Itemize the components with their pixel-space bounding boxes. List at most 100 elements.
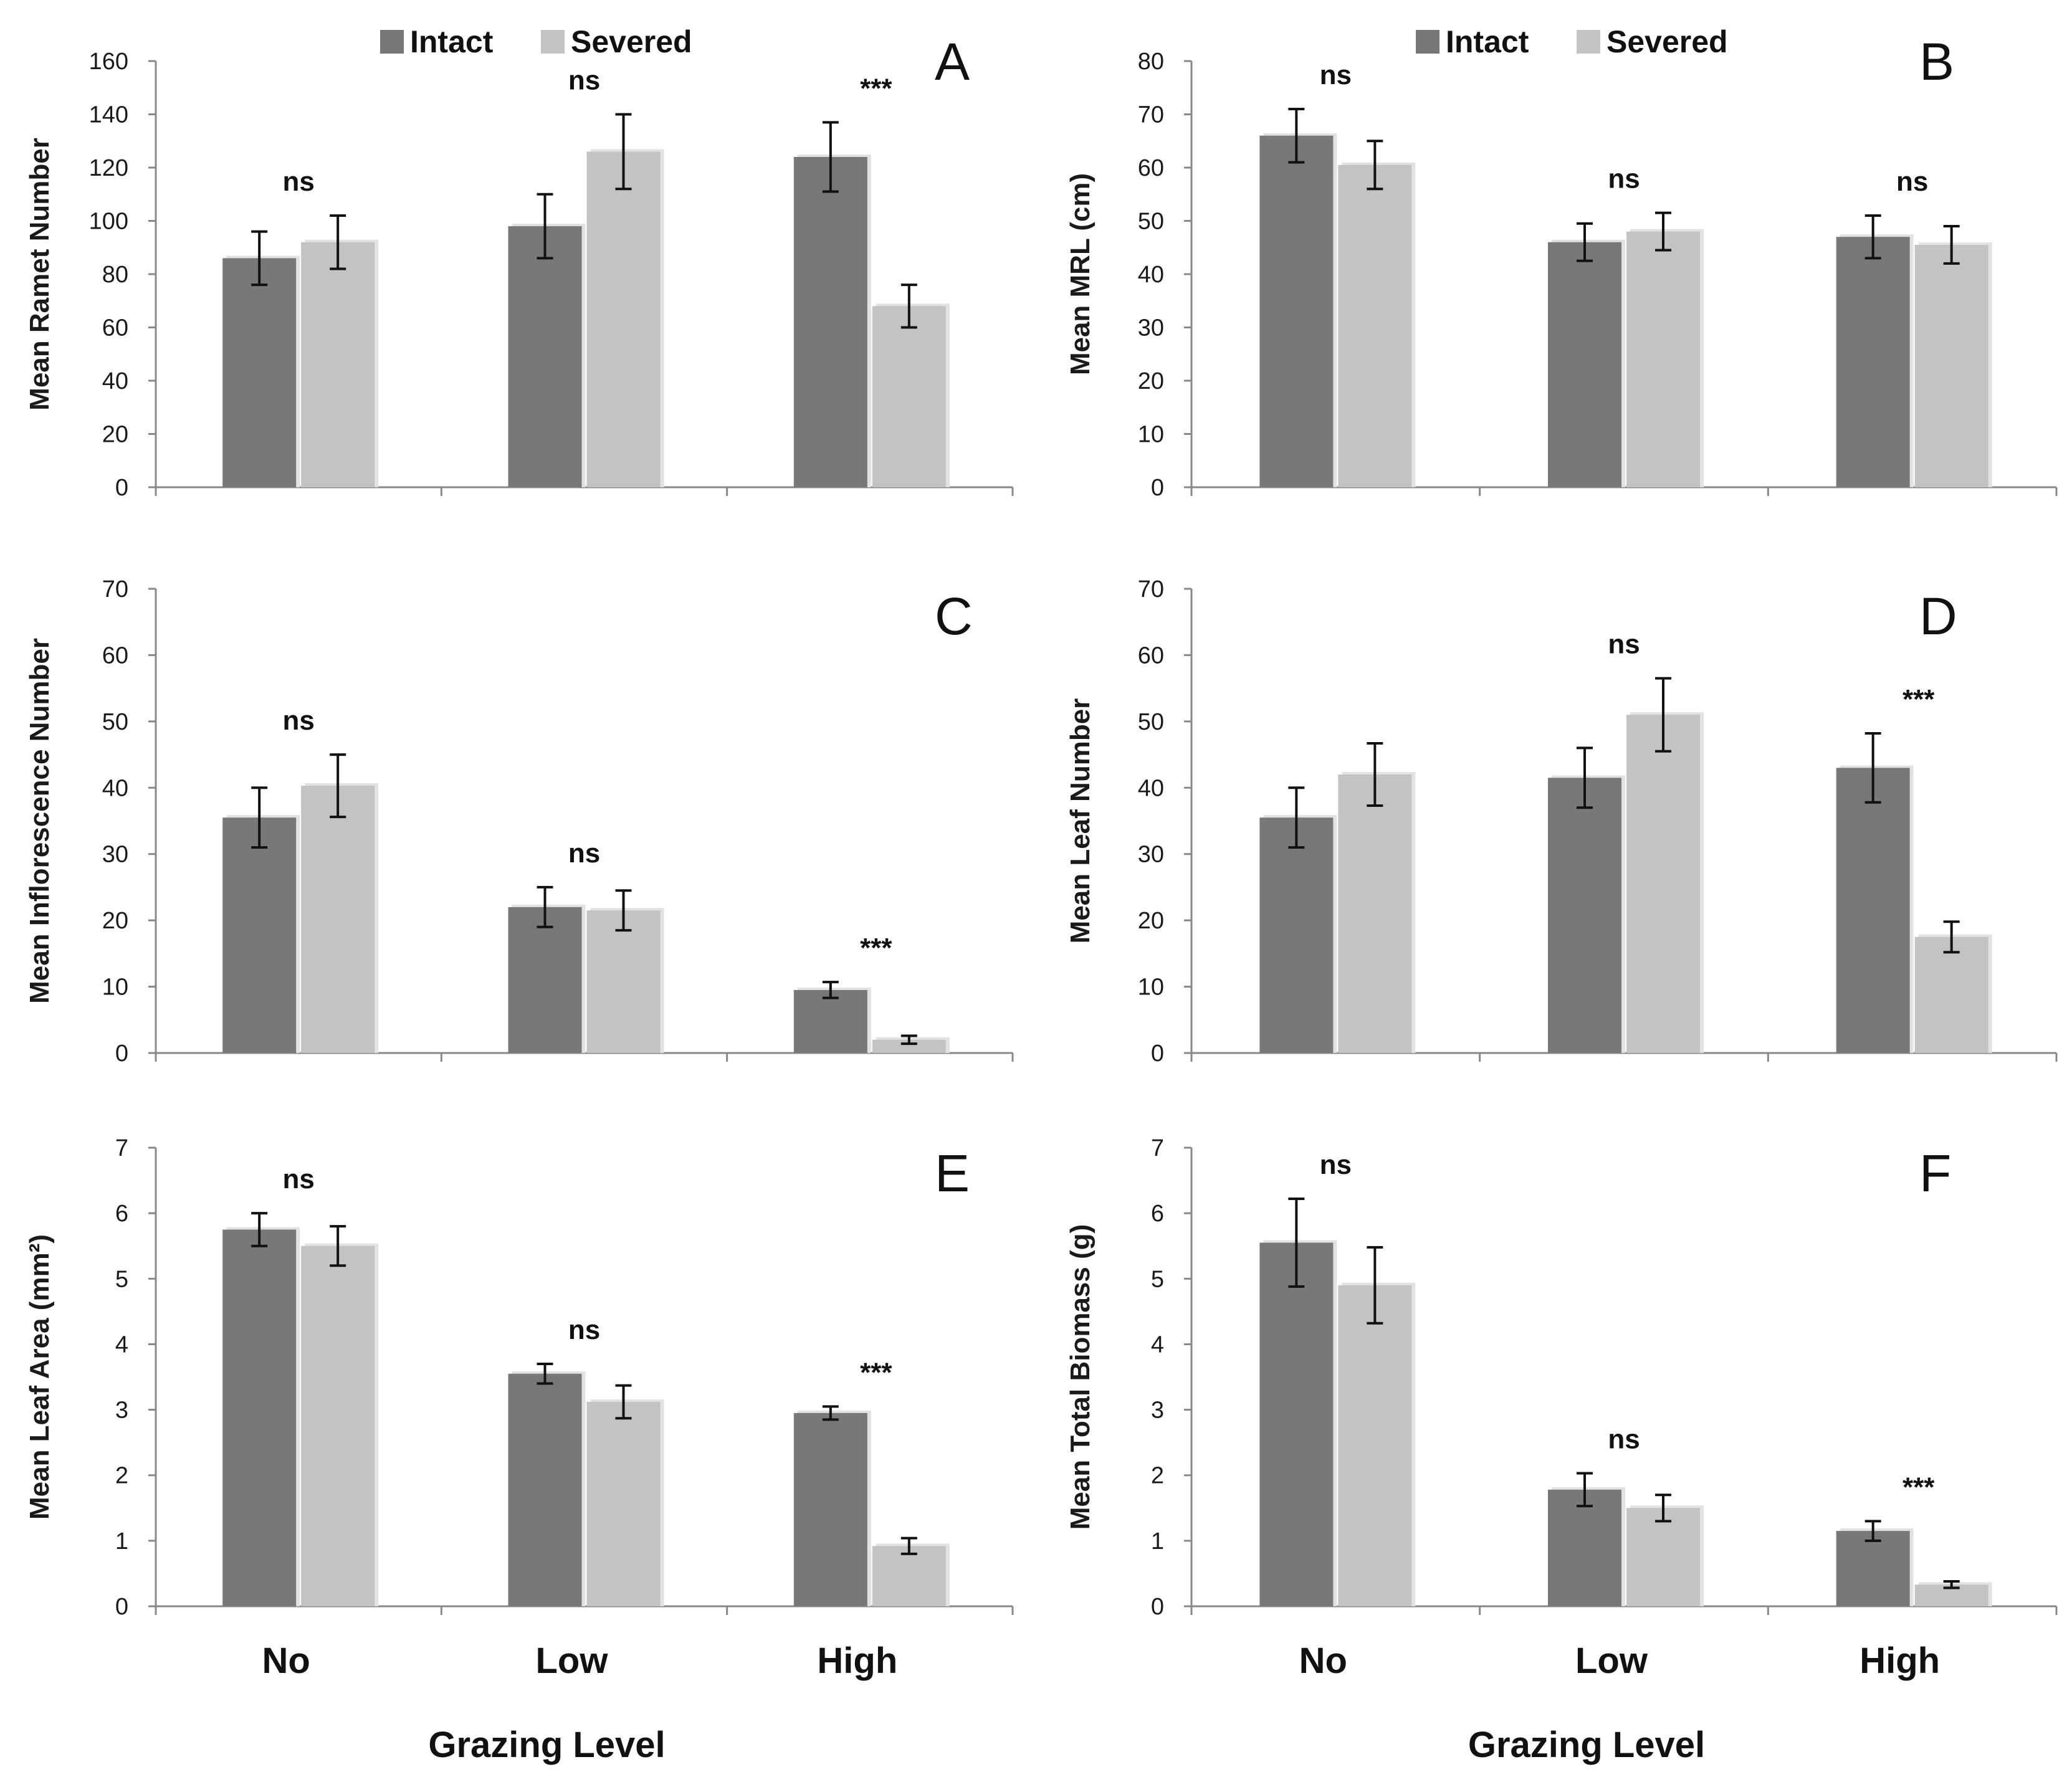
x-category-high-left: High (817, 1641, 897, 1681)
y-tick-label: 20 (102, 908, 128, 934)
chart-panel-b: 0 10 20 30 40 50 60 70 80 Mean MRL (cm) Bns ns ns (1065, 32, 2058, 501)
y-tick-label: 20 (102, 422, 128, 448)
significance-label: ns (282, 705, 314, 736)
bar-intact-no (1259, 817, 1334, 1053)
y-tick-label: 10 (102, 974, 128, 1001)
significance-label: *** (1903, 684, 1935, 715)
chart-panel-f: 0 1 2 3 4 5 6 7 Mean Total Biomass (g) Fns ns *** (1065, 1135, 2058, 1620)
y-axis-title: Mean Leaf Number (1065, 698, 1096, 944)
y-tick-label: 10 (1138, 422, 1164, 448)
legend-swatch-severed (541, 30, 565, 54)
y-tick-label: 30 (102, 842, 128, 868)
y-tick-label: 20 (1138, 368, 1164, 394)
y-tick-label: 6 (115, 1201, 128, 1227)
y-tick-label: 30 (1138, 315, 1164, 341)
legend-swatch-intact (380, 30, 404, 54)
legends-group: Intact Severed Intact Severed (380, 24, 1728, 59)
bar-intact-high (793, 1413, 867, 1606)
y-tick-label: 3 (115, 1398, 128, 1424)
legend-right: Intact Severed (1416, 24, 1728, 59)
bar-intact-high (1836, 237, 1910, 487)
y-tick-label: 60 (1138, 155, 1164, 181)
bar-severed-low (1626, 715, 1700, 1053)
bar-severed-no (301, 786, 375, 1053)
y-tick-label: 160 (89, 49, 128, 75)
legend-label-intact: Intact (410, 24, 494, 59)
y-tick-label: 0 (1151, 475, 1164, 501)
y-tick-label: 0 (1151, 1594, 1164, 1620)
significance-label: ns (1320, 1150, 1352, 1180)
bar-intact-no (222, 817, 297, 1053)
panel-letter: B (1919, 32, 1954, 91)
significance-label: ns (1608, 629, 1640, 660)
legend-label-severed: Severed (1607, 24, 1728, 59)
y-tick-label: 0 (1151, 1041, 1164, 1067)
chart-panel-e: 0 1 2 3 4 5 6 7 Mean Leaf Area (mm²) Ens ns *** (24, 1135, 1014, 1620)
x-category-low-right: Low (1575, 1641, 1648, 1681)
bar-severed-low (586, 910, 661, 1053)
y-tick-label: 50 (1138, 209, 1164, 235)
x-category-high-right: High (1860, 1641, 1940, 1681)
y-tick-label: 5 (1151, 1266, 1164, 1292)
significance-label: ns (568, 1315, 600, 1345)
y-tick-label: 40 (1138, 262, 1164, 288)
y-tick-label: 80 (1138, 49, 1164, 75)
bar-severed-high (872, 1546, 946, 1606)
x-axis-title-right: Grazing Level (1468, 1725, 1705, 1765)
panel-letter: F (1919, 1144, 1951, 1203)
bar-intact-no (1259, 1242, 1334, 1606)
y-tick-label: 0 (115, 1041, 128, 1067)
bar-severed-no (301, 1246, 375, 1606)
panel-letter: D (1919, 587, 1957, 646)
bar-severed-low (586, 1401, 661, 1606)
x-category-no-left: No (262, 1641, 310, 1681)
significance-label: ns (1896, 166, 1928, 197)
y-axis-title: Mean Inflorescence Number (24, 638, 55, 1004)
bar-intact-low (508, 1373, 582, 1606)
y-tick-label: 70 (1138, 576, 1164, 603)
bar-intact-no (222, 1229, 297, 1606)
significance-label: *** (860, 1357, 892, 1388)
y-tick-label: 1 (115, 1528, 128, 1555)
y-tick-label: 7 (115, 1135, 128, 1161)
y-axis-title: Mean Total Biomass (g) (1065, 1224, 1096, 1530)
y-tick-label: 50 (1138, 709, 1164, 735)
legend-label-severed: Severed (571, 24, 692, 59)
bar-intact-high (1836, 768, 1910, 1053)
y-tick-label: 6 (1151, 1201, 1164, 1227)
y-tick-label: 70 (1138, 102, 1164, 128)
y-tick-label: 100 (89, 209, 128, 235)
x-axis-title-left: Grazing Level (428, 1725, 665, 1765)
x-category-no-right: No (1299, 1641, 1347, 1681)
y-tick-label: 60 (102, 315, 128, 341)
bar-intact-low (1548, 242, 1621, 487)
chart-panel-a: 0 20 40 60 80 100 120 140 160 Mean Ramet Number An… (24, 32, 1014, 501)
bar-severed-no (1338, 774, 1412, 1053)
legend-label-intact: Intact (1446, 24, 1529, 59)
bar-intact-low (1548, 1489, 1621, 1606)
y-tick-label: 1 (1151, 1528, 1164, 1555)
significance-label: ns (1320, 60, 1352, 90)
significance-label: ns (1608, 1424, 1640, 1455)
bar-intact-high (1836, 1531, 1910, 1606)
y-tick-label: 30 (1138, 842, 1164, 868)
bar-severed-high (872, 1039, 946, 1053)
y-tick-label: 2 (115, 1463, 128, 1489)
y-axis-title: Mean Ramet Number (24, 138, 55, 411)
bar-severed-no (1338, 1285, 1412, 1606)
bar-severed-high (1914, 244, 1988, 487)
y-axis-title: Mean Leaf Area (mm²) (24, 1234, 55, 1520)
y-tick-label: 0 (115, 475, 128, 501)
y-tick-label: 4 (115, 1332, 128, 1358)
bar-intact-low (1548, 778, 1621, 1053)
significance-label: ns (568, 838, 600, 869)
panel-letter: C (935, 587, 973, 646)
panel-letter: A (935, 32, 970, 91)
y-tick-label: 5 (115, 1266, 128, 1292)
y-tick-label: 40 (1138, 775, 1164, 801)
significance-label: *** (860, 933, 892, 963)
y-tick-label: 80 (102, 262, 128, 288)
legend-left: Intact Severed (380, 24, 692, 59)
